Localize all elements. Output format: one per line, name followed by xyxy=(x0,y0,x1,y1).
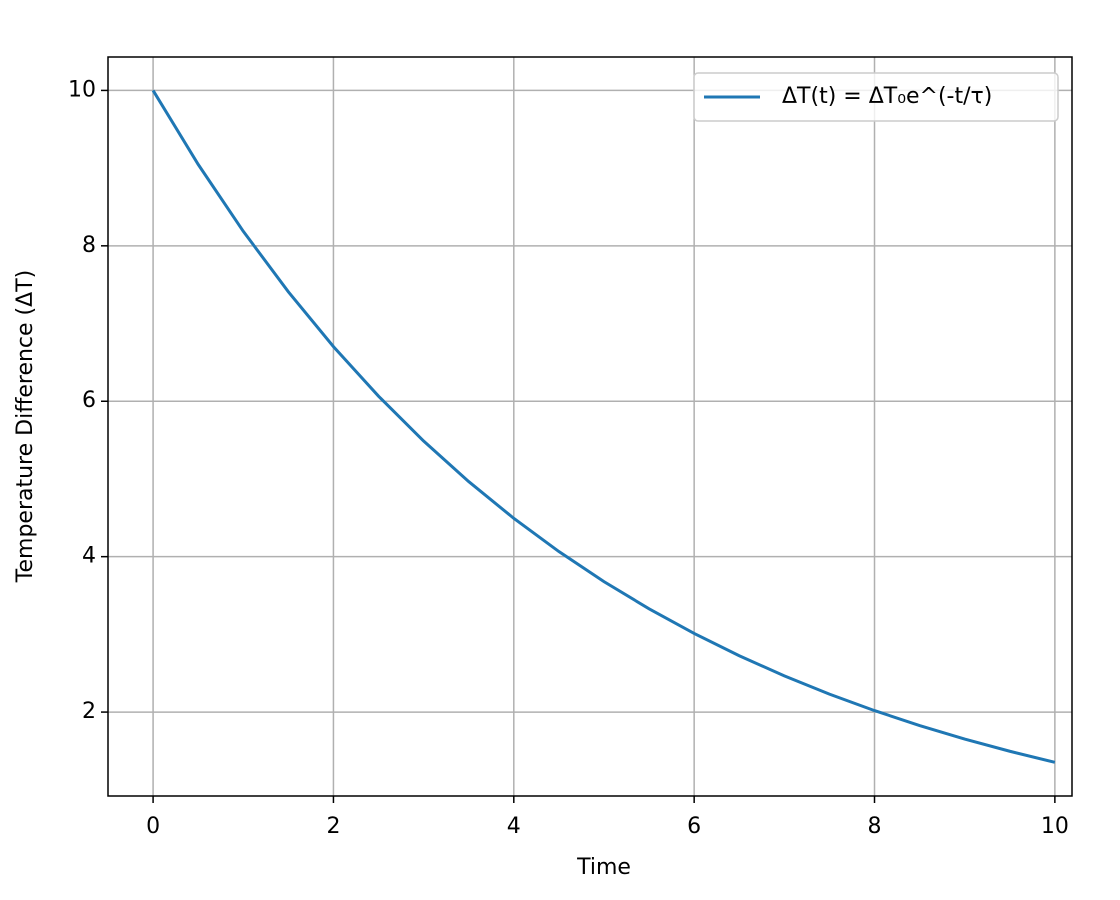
legend-label: ΔT(t) = ΔT₀e^(-t/τ) xyxy=(782,84,992,109)
x-tick-label: 6 xyxy=(687,814,701,839)
x-tick-label: 10 xyxy=(1041,814,1069,839)
y-tick-label: 8 xyxy=(82,233,96,258)
x-tick-label: 2 xyxy=(326,814,340,839)
line xyxy=(151,89,1056,764)
y-axis-label: Temperature Difference (ΔT) xyxy=(13,270,38,583)
x-axis-label: Time xyxy=(576,855,631,880)
x-tick-label: 8 xyxy=(868,814,882,839)
y-tick-label: 6 xyxy=(82,388,96,413)
y-tick-label: 2 xyxy=(82,699,96,724)
plot-frame xyxy=(107,56,1073,797)
y-tick-label: 10 xyxy=(68,77,96,102)
x-tick-label: 0 xyxy=(146,814,160,839)
x-tick-label: 4 xyxy=(507,814,521,839)
y-tick-label: 4 xyxy=(82,544,96,569)
legend: ΔT(t) = ΔT₀e^(-t/τ) xyxy=(693,72,1059,122)
legend-box xyxy=(693,72,1059,122)
